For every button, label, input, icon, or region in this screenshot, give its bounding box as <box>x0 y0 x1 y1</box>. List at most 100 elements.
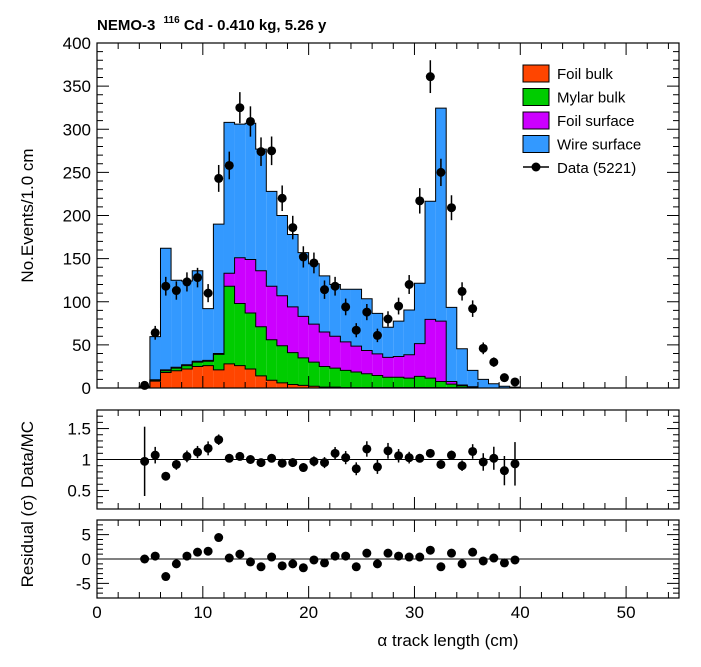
bar-foil-bulk-16 <box>308 386 320 388</box>
point-27 <box>425 448 435 458</box>
y-tick-label: 350 <box>63 77 91 96</box>
data-point-9 <box>235 103 245 113</box>
bar-foil-surface-11 <box>255 270 267 327</box>
legend-data-marker <box>531 162 541 172</box>
bar-wire-surface-21 <box>361 298 373 351</box>
point-22 <box>372 559 382 569</box>
point-21 <box>362 444 372 454</box>
bar-mylar-bulk-16 <box>308 362 320 387</box>
data-point-21 <box>362 307 372 317</box>
point-14 <box>288 559 298 569</box>
bar-wire-surface-28 <box>435 108 447 322</box>
bar-wire-surface-13 <box>276 215 288 296</box>
data-point-20 <box>351 325 361 335</box>
data-point-30 <box>457 286 467 296</box>
point-2 <box>161 471 171 481</box>
bar-foil-surface-14 <box>287 306 299 353</box>
y-tick-label: 150 <box>63 250 91 269</box>
y-tick-label: 0.5 <box>67 481 91 500</box>
y-tick-label: 300 <box>63 120 91 139</box>
bar-wire-surface-33 <box>488 383 500 388</box>
bar-foil-bulk-7 <box>213 369 224 388</box>
data-point-10 <box>245 116 255 126</box>
bar-wire-surface-26 <box>414 283 426 344</box>
bar-mylar-bulk-25 <box>403 378 415 388</box>
data-point-22 <box>372 330 382 340</box>
point-9 <box>235 549 245 559</box>
bar-foil-bulk-8 <box>223 363 235 388</box>
bar-mylar-bulk-13 <box>276 345 288 383</box>
point-11 <box>256 458 266 468</box>
y-tick-label: 50 <box>72 336 91 355</box>
point-3 <box>171 559 181 569</box>
point-22 <box>372 462 382 472</box>
data-point-8 <box>224 160 234 170</box>
bar-foil-surface-24 <box>393 356 404 378</box>
point-19 <box>341 453 351 463</box>
point-12 <box>267 453 277 463</box>
point-33 <box>489 453 499 463</box>
point-12 <box>267 552 277 562</box>
bar-wire-surface-7 <box>213 224 224 354</box>
bar-mylar-bulk-18 <box>329 368 341 388</box>
bar-wire-surface-24 <box>393 321 404 357</box>
bar-mylar-bulk-28 <box>435 381 447 388</box>
bar-foil-surface-10 <box>245 259 256 313</box>
bar-mylar-bulk-14 <box>287 352 299 385</box>
point-30 <box>457 461 467 471</box>
data-point-32 <box>478 343 488 353</box>
bar-mylar-bulk-23 <box>382 377 394 388</box>
point-32 <box>478 556 488 566</box>
series-wire-surface <box>139 108 521 388</box>
main-histogram-panel: 0 50 100 150 200 250 300 350 400 <box>63 34 680 398</box>
point-11 <box>256 562 266 572</box>
point-15 <box>298 563 308 573</box>
bar-foil-bulk-15 <box>298 385 309 388</box>
y-tick-label: -5 <box>76 574 91 593</box>
point-20 <box>351 562 361 572</box>
y-axis-label-main: No.Events/1.0 cm <box>18 148 37 282</box>
bar-mylar-bulk-19 <box>340 370 351 388</box>
x-tick-label: 10 <box>193 603 212 622</box>
point-16 <box>309 555 319 565</box>
bar-foil-bulk-2 <box>160 372 172 388</box>
bar-wire-surface-17 <box>319 275 330 332</box>
point-10 <box>245 455 255 464</box>
bar-mylar-bulk-2 <box>160 370 172 373</box>
bar-foil-surface-25 <box>403 354 415 379</box>
x-tick-label: 30 <box>405 603 424 622</box>
bar-wire-surface-5 <box>192 270 203 362</box>
point-18 <box>330 448 340 458</box>
data-points <box>140 60 520 390</box>
title-suffix: Cd - 0.410 kg, 5.26 y <box>184 17 327 34</box>
bar-mylar-bulk-30 <box>456 385 468 388</box>
point-6 <box>203 443 213 453</box>
point-17 <box>320 558 330 568</box>
data-point-29 <box>446 203 456 213</box>
x-tick-label: 40 <box>511 603 530 622</box>
legend-label-3: Wire surface <box>557 137 641 154</box>
point-23 <box>383 548 393 558</box>
bar-mylar-bulk-12 <box>266 339 277 381</box>
y-tick-label: 1 <box>82 451 91 470</box>
bar-foil-surface-27 <box>425 319 436 379</box>
data-point-15 <box>298 252 308 262</box>
bar-foil-bulk-12 <box>266 380 277 388</box>
point-25 <box>404 453 414 463</box>
point-31 <box>468 547 478 557</box>
bar-foil-surface-21 <box>361 350 373 374</box>
bar-mylar-bulk-17 <box>319 366 330 388</box>
data-point-18 <box>330 281 340 291</box>
bar-foil-surface-13 <box>276 295 288 346</box>
point-25 <box>404 552 414 562</box>
data-point-26 <box>415 196 425 206</box>
point-32 <box>478 457 488 467</box>
point-13 <box>277 561 287 571</box>
point-35 <box>510 459 520 469</box>
point-34 <box>499 466 509 476</box>
point-29 <box>446 450 456 460</box>
bar-foil-surface-28 <box>435 321 447 382</box>
point-31 <box>468 446 478 456</box>
point-27 <box>425 545 435 555</box>
